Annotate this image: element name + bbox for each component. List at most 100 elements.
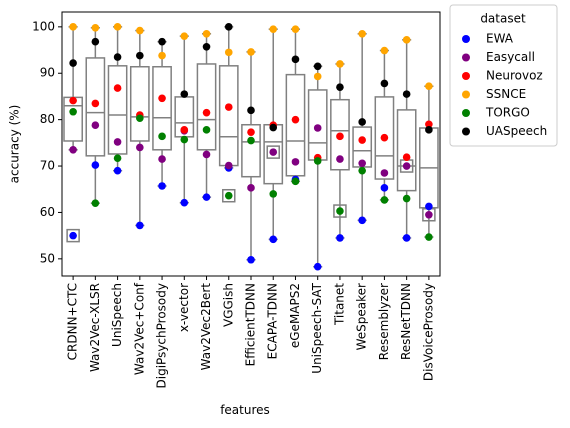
point — [313, 62, 322, 71]
box — [374, 96, 395, 180]
point — [380, 184, 389, 192]
point — [269, 190, 278, 198]
point — [91, 37, 100, 46]
point — [402, 234, 411, 242]
point — [202, 108, 211, 117]
y-tick-label: 70 — [40, 159, 55, 173]
box — [129, 65, 150, 142]
point — [202, 193, 211, 201]
point — [425, 82, 433, 91]
point — [113, 166, 122, 175]
point — [358, 118, 366, 126]
flier — [333, 204, 347, 218]
point — [224, 161, 233, 170]
point — [402, 36, 411, 44]
point — [380, 196, 389, 204]
legend-label: UASpeech — [486, 124, 547, 138]
point — [113, 138, 122, 146]
box — [107, 65, 128, 155]
point — [69, 231, 77, 240]
point — [269, 148, 278, 156]
x-tick-label: VGGish — [221, 283, 235, 327]
point — [224, 48, 233, 57]
y-axis-label: accuracy (%) — [8, 105, 22, 184]
point — [202, 30, 211, 38]
point — [158, 37, 166, 46]
legend-label: EWA — [486, 32, 514, 46]
point — [69, 107, 77, 116]
box — [85, 57, 106, 157]
point — [425, 120, 433, 129]
point — [425, 126, 433, 134]
x-tick-label: EfficientTDNN — [244, 283, 258, 366]
point — [202, 150, 211, 159]
point — [69, 23, 77, 31]
point — [336, 155, 344, 163]
box — [218, 65, 239, 167]
x-tick-label: Titanet — [332, 283, 346, 326]
point — [180, 126, 189, 134]
point — [291, 55, 300, 64]
point — [291, 25, 300, 33]
legend-label: TORGO — [485, 106, 530, 120]
x-tick-label: ResNetTDNN — [399, 283, 413, 360]
x-tick-label: UniSpeech-SAT — [310, 282, 324, 373]
point — [224, 103, 233, 111]
x-tick-label: Resemblyzer — [377, 283, 391, 360]
x-tick-label: DisVoiceProsody — [421, 283, 435, 381]
legend-marker — [462, 90, 470, 99]
point — [91, 199, 100, 207]
legend-marker — [462, 35, 470, 43]
point — [158, 155, 166, 163]
flier — [66, 228, 80, 243]
legend-label: Easycall — [486, 50, 535, 64]
point — [113, 23, 122, 31]
point — [380, 46, 389, 55]
point — [269, 123, 278, 132]
point — [402, 194, 411, 203]
point — [136, 221, 144, 230]
point — [180, 135, 189, 144]
x-tick-label: x-vector — [177, 283, 191, 332]
point — [247, 106, 255, 115]
point — [291, 177, 300, 186]
point — [180, 32, 189, 40]
x-tick-label: CRDNN+CTC — [66, 283, 80, 360]
point — [380, 79, 389, 88]
point — [69, 59, 77, 67]
point — [247, 255, 255, 264]
box — [241, 123, 261, 178]
legend: dataset EWA Easycall Neurovoz SSNCE TORGO UASp… — [449, 4, 558, 147]
point — [380, 133, 389, 142]
point — [113, 154, 122, 162]
point — [158, 182, 166, 190]
x-tick-label: Wav2Vec+Conf — [132, 282, 146, 375]
legend-frame — [449, 4, 558, 147]
point — [291, 115, 300, 124]
flier — [222, 188, 236, 203]
x-axis-label: features — [220, 403, 270, 417]
point — [113, 53, 122, 61]
point — [402, 162, 411, 170]
point — [180, 198, 189, 207]
flier — [266, 145, 280, 159]
point — [247, 128, 255, 136]
point — [291, 158, 300, 166]
point — [358, 30, 366, 38]
x-tick-label: ECAPA-TDNN — [266, 283, 280, 359]
point — [358, 136, 366, 144]
point — [269, 25, 278, 33]
point — [336, 207, 344, 215]
point — [402, 153, 411, 162]
x-tick-label: Wav2Vec2Bert — [199, 283, 213, 371]
legend-label: Neurovoz — [486, 69, 543, 83]
point — [247, 136, 255, 145]
point — [247, 48, 255, 56]
point — [425, 210, 433, 219]
point — [158, 94, 166, 103]
point — [69, 145, 77, 154]
point — [269, 235, 278, 244]
y-tick-label: 80 — [40, 112, 55, 126]
y-tick-label: 100 — [32, 19, 55, 33]
x-tick-label: DigiPsychProsody — [155, 283, 169, 388]
